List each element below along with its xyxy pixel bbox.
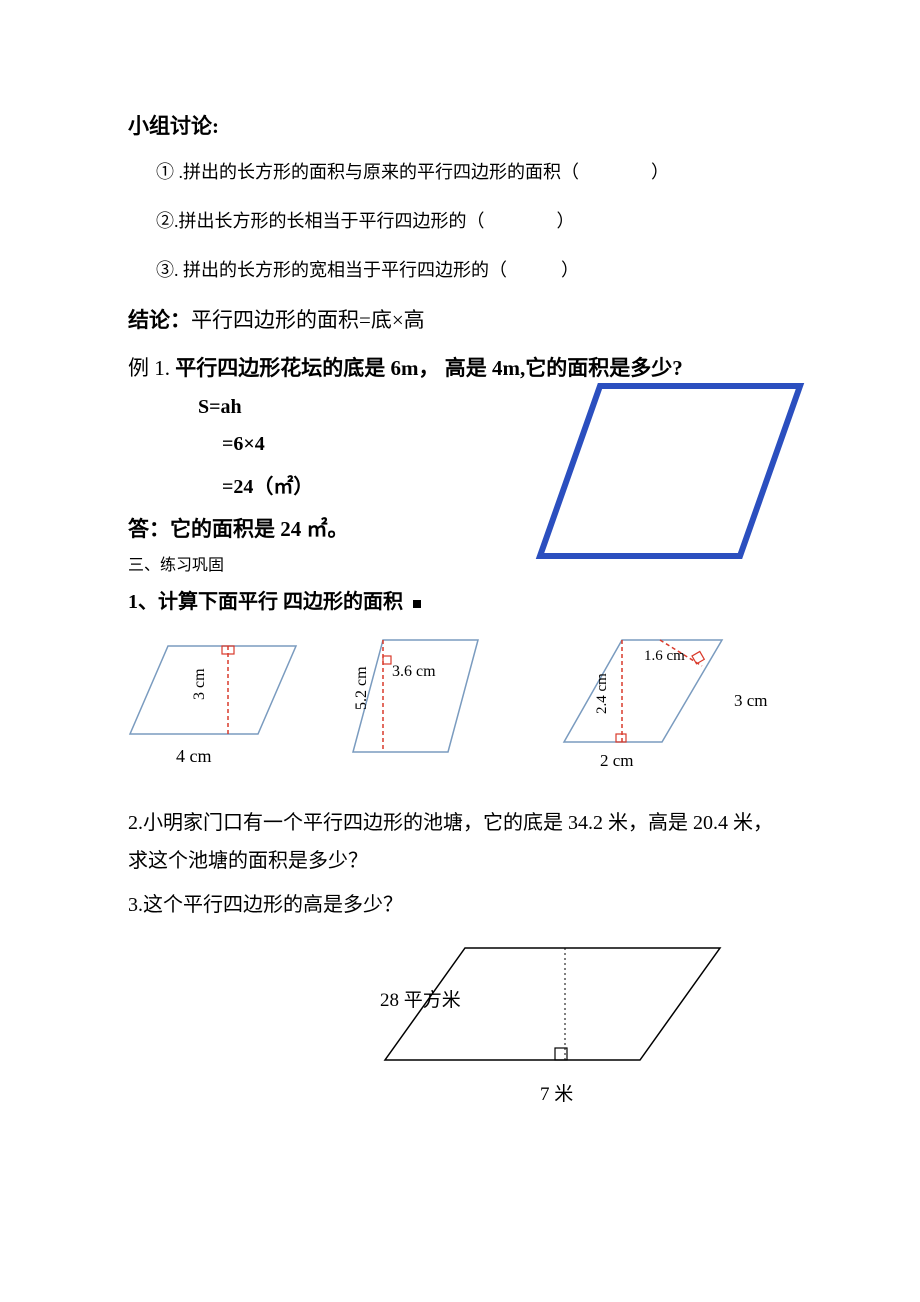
q3-row: 3.这个平行四边形的高是多少？	[128, 888, 792, 917]
fig3-right-label: 3 cm	[734, 691, 768, 710]
q3-area-label: 28 平方米	[380, 989, 461, 1011]
q1-num: 1、	[128, 591, 158, 613]
q1-fig3: 1.6 cm 2.4 cm 3 cm 2 cm	[562, 634, 792, 780]
fig3-foot-perp	[692, 652, 704, 664]
q1-fig2: 5.2 cm 3.6 cm	[348, 634, 518, 780]
discussion-item-2: ②.拼出长方形的长相当于平行四边形的（ ）	[156, 207, 792, 236]
fig1-outline	[130, 646, 296, 734]
discussion-item-3: ③. 拼出的长方形的宽相当于平行四边形的（ ）	[156, 256, 792, 285]
fig1-b-label: 4 cm	[176, 746, 212, 766]
fig3-h-label: 2.4 cm	[594, 673, 610, 714]
fig2-outline	[353, 640, 478, 752]
discussion-item-1: ① .拼出的长方形的面积与原来的平行四边形的面积（ ）	[156, 158, 792, 187]
conclusion: 结论：平行四边形的面积=底×高	[128, 304, 792, 334]
fig3-outline	[564, 640, 722, 742]
q1-text: 计算下面平行 四边形的面积	[158, 591, 403, 613]
q3-figure: 28 平方米 7 米	[370, 940, 740, 1116]
q1-fig1: 3 cm 4 cm	[128, 634, 304, 780]
fig3-top-label: 1.6 cm	[644, 648, 685, 664]
q1-figures: 3 cm 4 cm 5.2 cm 3.6 cm	[128, 634, 792, 780]
fig1-h-label: 3 cm	[191, 668, 208, 700]
page: 小组讨论: ① .拼出的长方形的面积与原来的平行四边形的面积（ ） ②.拼出长方…	[0, 0, 920, 1302]
fig3-base-label: 2 cm	[600, 751, 634, 770]
bullet-icon	[413, 600, 421, 608]
fig3-foot-b	[616, 734, 626, 742]
fig2-h-label: 5.2 cm	[353, 666, 370, 710]
example-parallelogram	[530, 376, 820, 576]
fig2-foot	[383, 656, 391, 664]
parallelogram-shape	[540, 386, 800, 556]
fig2-inner-label: 3.6 cm	[392, 663, 436, 680]
q3-svg: 28 平方米 7 米	[370, 940, 740, 1110]
q3-base-label: 7 米	[540, 1083, 573, 1105]
conclusion-label: 结论：	[128, 308, 191, 332]
q1-fig1-svg: 3 cm 4 cm	[128, 634, 304, 774]
example-prefix: 例 1.	[128, 356, 170, 380]
discussion-title: 小组讨论:	[128, 110, 792, 140]
q1-fig2-svg: 5.2 cm 3.6 cm	[348, 634, 518, 774]
conclusion-text: 平行四边形的面积=底×高	[191, 308, 425, 332]
q1-title: 1、计算下面平行 四边形的面积	[128, 585, 792, 614]
q3-text: 3.这个平行四边形的高是多少？	[128, 888, 403, 917]
q2-text: 2.小明家门口有一个平行四边形的池塘，它的底是 34.2 米，高是 20.4 米…	[128, 804, 792, 880]
q1-fig3-svg: 1.6 cm 2.4 cm 3 cm 2 cm	[562, 634, 792, 774]
